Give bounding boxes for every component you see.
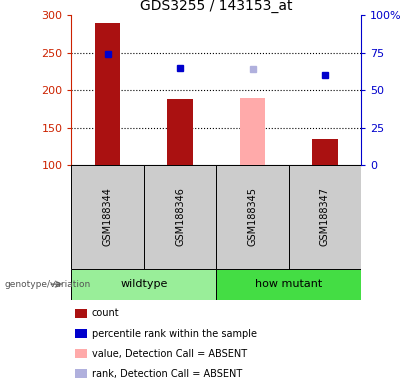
Text: wildtype: wildtype xyxy=(120,279,168,289)
Bar xyxy=(289,165,361,269)
Bar xyxy=(75,349,87,358)
Bar xyxy=(216,269,361,300)
Bar xyxy=(71,269,216,300)
Text: GSM188346: GSM188346 xyxy=(175,187,185,247)
Text: rank, Detection Call = ABSENT: rank, Detection Call = ABSENT xyxy=(92,369,242,379)
Bar xyxy=(168,99,193,165)
Text: count: count xyxy=(92,308,119,318)
Bar xyxy=(95,23,120,165)
Text: GSM188345: GSM188345 xyxy=(247,187,257,247)
Bar xyxy=(75,309,87,318)
Bar xyxy=(71,165,144,269)
Text: GSM188344: GSM188344 xyxy=(102,187,113,247)
Text: how mutant: how mutant xyxy=(255,279,323,289)
Bar xyxy=(144,165,216,269)
Text: GSM188347: GSM188347 xyxy=(320,187,330,247)
Title: GDS3255 / 143153_at: GDS3255 / 143153_at xyxy=(140,0,293,13)
Text: percentile rank within the sample: percentile rank within the sample xyxy=(92,329,257,339)
Bar xyxy=(75,329,87,338)
Bar xyxy=(216,165,289,269)
Text: genotype/variation: genotype/variation xyxy=(4,280,90,289)
Text: value, Detection Call = ABSENT: value, Detection Call = ABSENT xyxy=(92,349,247,359)
Bar xyxy=(75,369,87,379)
Bar xyxy=(240,98,265,165)
Bar xyxy=(312,139,338,165)
